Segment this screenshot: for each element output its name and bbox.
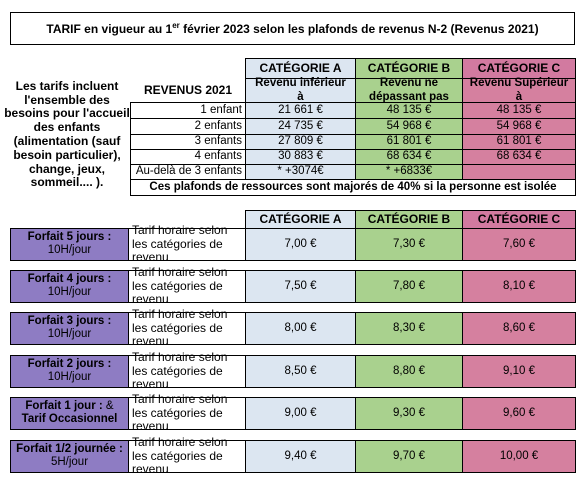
corner-label: REVENUS 2021 <box>143 82 233 97</box>
income-value: 54 968 € <box>355 118 463 135</box>
package-label: Forfait 5 jours : 10H/jour <box>10 228 129 261</box>
subheader: Revenu inférieur à <box>245 77 356 103</box>
income-value: 48 135 € <box>462 102 576 119</box>
income-value: 27 809 € <box>245 134 356 150</box>
rate-value: 8,00 € <box>245 312 356 345</box>
rate-value: 9,30 € <box>355 397 463 430</box>
note: Les tarifs incluent l'ensemble des besoi… <box>4 78 130 190</box>
description: Tarif horaire selon les catégories de re… <box>128 392 246 433</box>
income-value: 68 634 € <box>462 149 576 165</box>
income-value: * +6833€ <box>355 164 463 180</box>
income-value: 48 135 € <box>355 102 463 119</box>
rate-value: 7,80 € <box>355 270 463 303</box>
package-label-part: & <box>105 400 114 412</box>
income-value: 54 968 € <box>462 118 576 135</box>
rate-value: 9,60 € <box>462 397 576 430</box>
title: TARIF en vigueur au 1er février 2023 sel… <box>46 21 538 37</box>
package-label-part: Forfait 2 jours : <box>27 358 112 370</box>
package-label-part: 10H/jour <box>47 328 92 341</box>
package-label: Forfait 3 jours : 10H/jour <box>10 312 129 345</box>
package-label-part: 10H/jour <box>47 286 92 299</box>
description: Tarif horaire selon les catégories de re… <box>128 265 246 306</box>
income-value: 61 801 € <box>462 134 576 150</box>
description: Tarif horaire selon les catégories de re… <box>128 307 246 348</box>
package-label-part: 10H/jour <box>47 371 92 384</box>
subheader: Revenu Supérieur à <box>462 77 576 103</box>
row-label: 1 enfant <box>130 102 246 119</box>
income-value: 61 801 € <box>355 134 463 150</box>
description: Tarif horaire selon les catégories de re… <box>128 435 246 476</box>
rate-value: 8,60 € <box>462 312 576 345</box>
package-label: Forfait 2 jours : 10H/jour <box>10 355 129 388</box>
package-label: Forfait 4 jours : 10H/jour <box>10 270 129 303</box>
package-label-part: 5H/jour <box>50 456 89 469</box>
title-part: février 2023 selon les plafonds de reven… <box>179 21 539 36</box>
rate-value: 8,10 € <box>462 270 576 303</box>
package-label-part: Forfait 4 jours : <box>27 273 112 285</box>
description: Tarif horaire selon les catégories de re… <box>128 350 246 391</box>
rate-value: 8,30 € <box>355 312 463 345</box>
row-label: Au-delà de 3 enfants <box>130 164 246 180</box>
package-label-part: Forfait 3 jours : <box>27 315 112 327</box>
income-value: 21 661 € <box>245 102 356 119</box>
title-part: TARIF en vigueur au 1 <box>46 21 173 36</box>
rate-value: 7,30 € <box>355 228 463 261</box>
footnote: Ces plafonds de ressources sont majorés … <box>130 179 576 196</box>
rate-value: 10,00 € <box>462 440 576 473</box>
category-header: CATÉGORIE B <box>355 210 463 229</box>
rate-value: 8,50 € <box>245 355 356 388</box>
category-header: CATÉGORIE C <box>462 58 576 79</box>
rate-value: 9,00 € <box>245 397 356 430</box>
subheader: Revenu ne dépassant pas <box>355 77 463 103</box>
package-label-part: Forfait 1 jour : <box>25 400 106 412</box>
title-box: TARIF en vigueur au 1er février 2023 sel… <box>10 12 575 45</box>
rate-value: 9,70 € <box>355 440 463 473</box>
rate-value: 8,80 € <box>355 355 463 388</box>
package-label-part: 10H/jour <box>47 244 92 257</box>
rate-value: 9,40 € <box>245 440 356 473</box>
package-label: Forfait 1 jour : & Tarif Occasionnel <box>10 397 129 430</box>
income-value: * +3074€ <box>245 164 356 180</box>
category-header: CATÉGORIE A <box>245 210 356 229</box>
category-header: CATÉGORIE B <box>355 58 463 79</box>
row-label: 3 enfants <box>130 134 246 150</box>
income-value: 30 883 € <box>245 149 356 165</box>
income-value: 24 735 € <box>245 118 356 135</box>
row-label: 2 enfants <box>130 118 246 135</box>
row-label: 4 enfants <box>130 149 246 165</box>
package-label: Forfait 1/2 journée : 5H/jour <box>10 440 129 473</box>
rate-value: 7,00 € <box>245 228 356 261</box>
category-header: CATÉGORIE C <box>462 210 576 229</box>
income-value: 68 634 € <box>355 149 463 165</box>
description: Tarif horaire selon les catégories de re… <box>128 223 246 264</box>
income-value <box>462 164 576 180</box>
package-label-part: Forfait 5 jours : <box>27 231 112 243</box>
category-header: CATÉGORIE A <box>245 58 356 79</box>
package-label-part: Forfait 1/2 journée : <box>16 443 123 455</box>
rate-value: 7,50 € <box>245 270 356 303</box>
title-sup: er <box>172 20 180 30</box>
rate-value: 9,10 € <box>462 355 576 388</box>
rate-value: 7,60 € <box>462 228 576 261</box>
package-label-part: Tarif Occasionnel <box>21 413 118 426</box>
